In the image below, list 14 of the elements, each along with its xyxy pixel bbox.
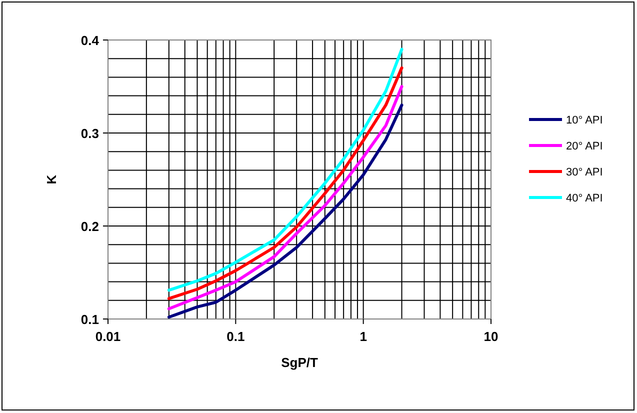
legend-label: 10° API <box>566 114 603 126</box>
y-tick-label: 0.2 <box>80 219 99 234</box>
x-tick-label: 0.01 <box>95 329 121 344</box>
x-axis-title: SgP/T <box>281 355 318 370</box>
y-tick-label: 0.3 <box>80 126 99 141</box>
y-tick-label: 0.4 <box>80 33 100 48</box>
y-tick-label: 0.1 <box>80 312 99 327</box>
x-tick-label: 0.1 <box>226 329 245 344</box>
legend-label: 30° API <box>566 166 603 178</box>
legend-label: 40° API <box>566 192 603 204</box>
y-axis-title: K <box>44 174 59 184</box>
legend-label: 20° API <box>566 140 603 152</box>
x-tick-label: 1 <box>360 329 367 344</box>
x-tick-label: 10 <box>484 329 498 344</box>
